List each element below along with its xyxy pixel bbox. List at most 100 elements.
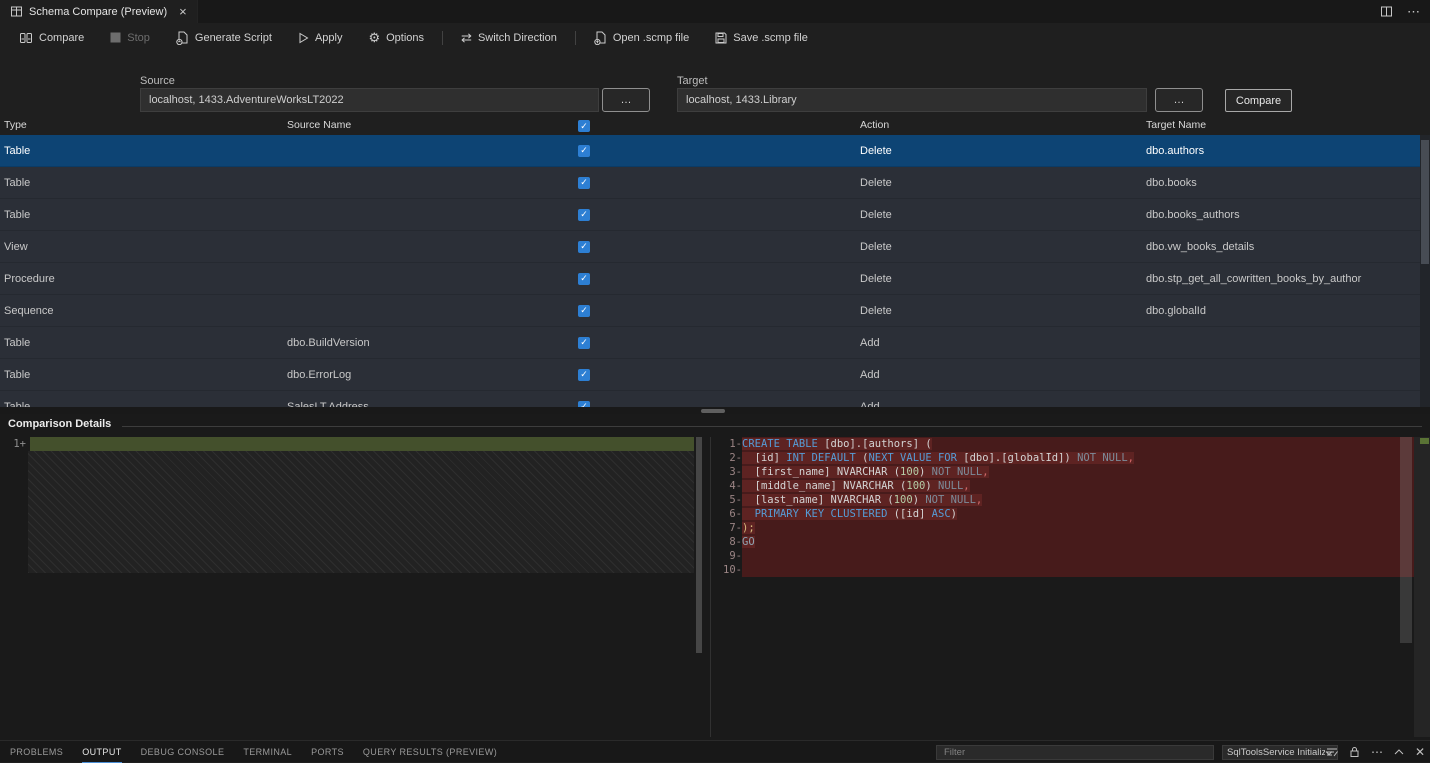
diff-line-code: );	[742, 521, 1414, 535]
row-checkbox[interactable]: ✓	[578, 368, 590, 381]
toolbar-options-label: Options	[386, 31, 425, 44]
panel-tab-problems[interactable]: PROBLEMS	[10, 746, 64, 757]
table-row[interactable]: Table dbo.BuildVersion Add ✓	[0, 327, 1430, 359]
row-source-name: dbo.ErrorLog	[287, 368, 352, 381]
diff-line-code: PRIMARY KEY CLUSTERED ([id] ASC)	[742, 507, 1414, 521]
diff-right-scrollbar[interactable]	[1400, 437, 1412, 643]
close-panel-icon[interactable]: ✕	[1414, 745, 1425, 759]
toolbar-apply-button[interactable]: Apply	[285, 23, 356, 52]
toolbar-generate-script-button[interactable]: Generate Script	[163, 23, 285, 52]
toolbar-generate-script-label: Generate Script	[194, 31, 272, 44]
diff-overview-ruler	[1414, 437, 1430, 737]
diff-line-code: GO	[742, 535, 1414, 549]
table-row[interactable]: Table Delete dbo.books ✓	[0, 167, 1430, 199]
panel-tab-output[interactable]: OUTPUT	[82, 741, 122, 763]
column-header-action[interactable]: Action	[860, 119, 890, 131]
split-sash[interactable]	[0, 407, 1430, 414]
diff-left-scrollbar[interactable]	[696, 437, 702, 653]
row-type: Table	[4, 368, 31, 381]
panel-tab-terminal[interactable]: TERMINAL	[243, 746, 293, 757]
output-filter-input[interactable]	[936, 745, 1214, 760]
row-checkbox[interactable]: ✓	[578, 272, 590, 285]
output-channel-label: SqlToolsService Initializ	[1227, 747, 1325, 758]
panel-tab-ports[interactable]: PORTS	[311, 746, 344, 757]
open-file-icon	[594, 31, 607, 45]
split-editor-icon[interactable]	[1380, 5, 1393, 18]
table-row[interactable]: Table dbo.ErrorLog Add ✓	[0, 359, 1430, 391]
diff-left-added-line	[30, 437, 694, 451]
header-checkbox[interactable]: ✓	[578, 120, 590, 132]
compare-icon	[19, 31, 33, 45]
tab-close-icon[interactable]: ×	[179, 4, 187, 19]
sash-handle[interactable]	[701, 409, 725, 413]
table-row[interactable]: Procedure Delete dbo.stp_get_all_cowritten…	[0, 263, 1430, 295]
details-divider	[122, 426, 1422, 427]
source-browse-button[interactable]: …	[602, 88, 650, 112]
target-browse-button[interactable]: …	[1155, 88, 1203, 112]
table-row[interactable]: Sequence Delete dbo.globalId ✓	[0, 295, 1430, 327]
row-checkbox[interactable]: ✓	[578, 304, 590, 317]
grid-scrollbar-track	[1420, 135, 1430, 407]
source-label: Source	[140, 75, 175, 87]
row-target-name: dbo.books_authors	[1146, 208, 1240, 221]
toolbar-open-scmp-button[interactable]: Open .scmp file	[581, 23, 702, 52]
compare-button[interactable]: Compare	[1225, 89, 1292, 112]
row-target-name: dbo.books	[1146, 176, 1197, 189]
table-row[interactable]: View Delete dbo.vw_books_details ✓	[0, 231, 1430, 263]
row-action: Delete	[860, 240, 892, 253]
target-input[interactable]	[677, 88, 1147, 112]
column-header-target-name[interactable]: Target Name	[1146, 119, 1207, 131]
table-row[interactable]: Table SalesLT.Address Add ✓	[0, 391, 1430, 407]
row-source-name: SalesLT.Address	[287, 400, 369, 408]
row-action: Delete	[860, 144, 892, 157]
row-checkbox[interactable]: ✓	[578, 144, 590, 157]
diff-line-number: 10-	[723, 564, 742, 576]
row-action: Delete	[860, 208, 892, 221]
comparison-details: Comparison Details 1+ 1- CREATE TABLE [db…	[0, 414, 1430, 740]
toolbar-switch-direction-label: Switch Direction	[477, 31, 557, 44]
toolbar-stop-button: Stop	[97, 23, 163, 52]
diff-line: 8- GO	[712, 535, 1414, 549]
toolbar-switch-direction-button[interactable]: ⇄ Switch Direction	[448, 23, 570, 52]
row-type: Table	[4, 176, 31, 189]
row-checkbox[interactable]: ✓	[578, 240, 590, 253]
diff-editor[interactable]: 1+ 1- CREATE TABLE [dbo].[authors] (2- [i…	[0, 437, 1430, 737]
more-actions-icon[interactable]: ⋯	[1407, 4, 1420, 19]
output-channel-dropdown[interactable]: SqlToolsService Initializ	[1222, 745, 1338, 760]
row-target-name: dbo.stp_get_all_cowritten_books_by_autho…	[1146, 272, 1362, 285]
row-target-name: dbo.vw_books_details	[1146, 240, 1255, 253]
tab-schema-compare[interactable]: Schema Compare (Preview) ×	[0, 0, 198, 23]
clear-output-icon[interactable]	[1326, 746, 1338, 758]
toolbar-open-scmp-label: Open .scmp file	[612, 31, 690, 44]
grid-scrollbar-thumb[interactable]	[1421, 140, 1429, 264]
row-checkbox[interactable]: ✓	[578, 400, 590, 407]
row-source-name: dbo.BuildVersion	[287, 336, 370, 349]
row-checkbox[interactable]: ✓	[578, 176, 590, 189]
column-header-type[interactable]: Type	[4, 119, 27, 131]
panel-tab-query-results-preview[interactable]: QUERY RESULTS (PREVIEW)	[362, 746, 498, 757]
diff-line: 9-	[712, 549, 1414, 563]
diff-line: 5- [last_name] NVARCHAR (100) NOT NULL,	[712, 493, 1414, 507]
schema-compare-icon	[10, 5, 23, 18]
diff-line: 3- [first_name] NVARCHAR (100) NOT NULL,	[712, 465, 1414, 479]
row-checkbox[interactable]: ✓	[578, 336, 590, 349]
table-row[interactable]: Table Delete dbo.books_authors ✓	[0, 199, 1430, 231]
table-row[interactable]: Table Delete dbo.authors ✓	[0, 135, 1430, 167]
lock-icon[interactable]	[1349, 746, 1360, 758]
panel-tab-debug-console[interactable]: DEBUG CONSOLE	[140, 746, 225, 757]
more-icon[interactable]: ⋯	[1370, 745, 1383, 759]
diff-line-code: CREATE TABLE [dbo].[authors] (	[742, 437, 1414, 451]
row-action: Add	[860, 400, 880, 408]
diff-line: 2- [id] INT DEFAULT (NEXT VALUE FOR [dbo…	[712, 451, 1414, 465]
maximize-panel-icon[interactable]	[1394, 748, 1404, 756]
editor-tab-bar: Schema Compare (Preview) × ⋯	[0, 0, 1430, 23]
source-input[interactable]	[140, 88, 599, 112]
column-header-source-name[interactable]: Source Name	[287, 119, 352, 131]
toolbar-compare-button[interactable]: Compare	[6, 23, 97, 52]
toolbar-save-scmp-button[interactable]: Save .scmp file	[702, 23, 821, 52]
diff-left-line-number: 1+	[13, 438, 26, 450]
diff-right-pane[interactable]: 1- CREATE TABLE [dbo].[authors] (2- [id] …	[712, 437, 1414, 577]
toolbar-options-button[interactable]: ⚙ Options	[355, 23, 437, 52]
diff-line-number: 2-	[729, 452, 742, 464]
row-checkbox[interactable]: ✓	[578, 208, 590, 221]
